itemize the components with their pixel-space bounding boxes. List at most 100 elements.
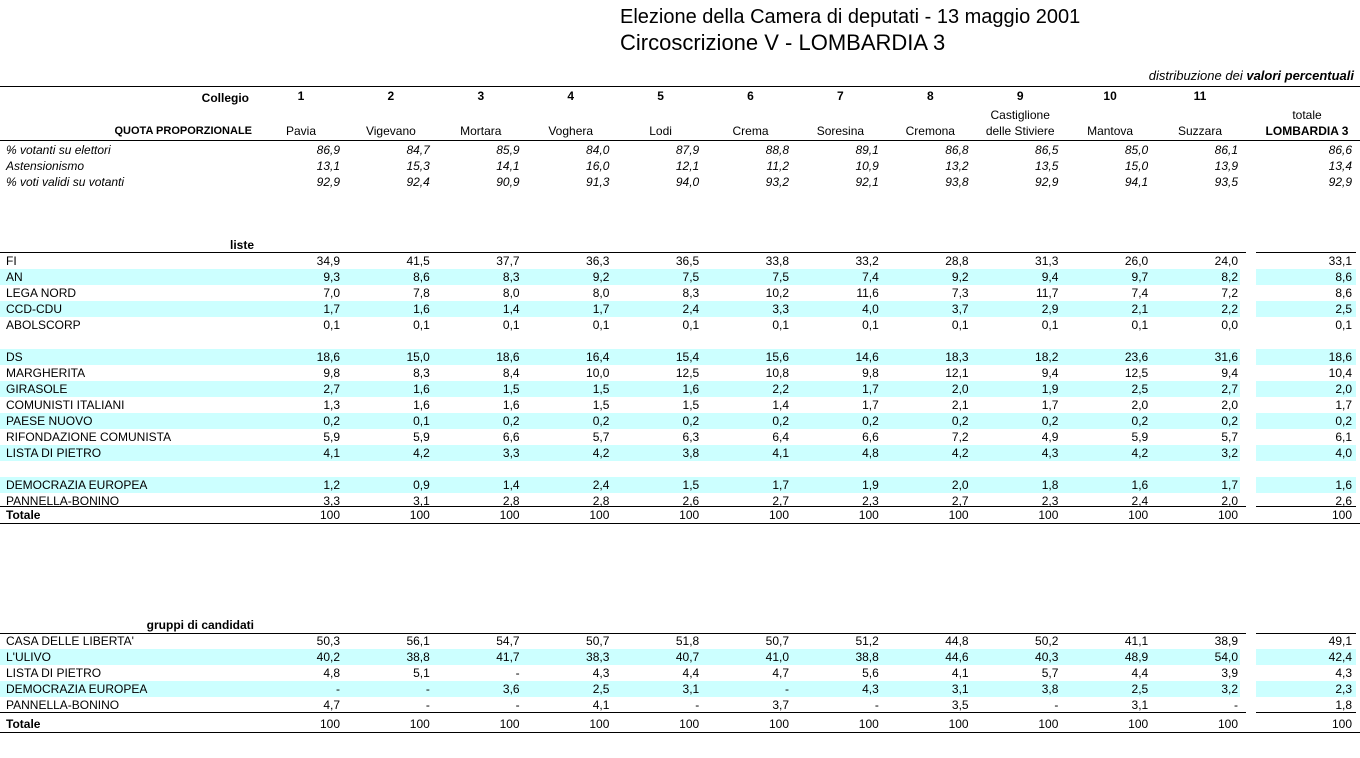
cell: 1,4	[502, 478, 520, 492]
cell: 0,0	[1221, 318, 1238, 332]
cell: 3,7	[772, 698, 789, 712]
cell: 92,9	[1035, 175, 1059, 189]
rule	[0, 252, 1246, 253]
row-label: GIRASOLE	[6, 382, 68, 396]
cell: 1,5	[682, 398, 700, 412]
cell: 1,6	[413, 382, 430, 396]
cell: 1,8	[1041, 478, 1059, 492]
cell: 8,6	[1335, 286, 1352, 300]
cell: 10,0	[586, 366, 610, 380]
row-highlight	[1256, 269, 1356, 285]
cell: 41,7	[496, 650, 520, 664]
cell: 40,3	[1035, 650, 1059, 664]
cell: 2,7	[1221, 382, 1238, 396]
cell: 6,6	[502, 430, 520, 444]
cell: 7,3	[951, 286, 969, 300]
cell: 1,7	[1041, 398, 1059, 412]
cell: 7,2	[1221, 286, 1238, 300]
cell: 85,9	[496, 143, 520, 157]
cell: -	[1234, 698, 1238, 712]
cell: 9,2	[592, 270, 610, 284]
cell: 90,9	[496, 175, 520, 189]
row-label: Totale	[6, 508, 41, 522]
cell: 18,6	[1328, 350, 1352, 364]
row-highlight	[0, 445, 1240, 461]
row-label: RIFONDAZIONE COMUNISTA	[6, 430, 172, 444]
cell: 92,1	[855, 175, 879, 189]
cell: 87,9	[675, 143, 700, 157]
cell: 1,6	[1335, 478, 1352, 492]
cell: 2,6	[1335, 494, 1352, 508]
row-highlight	[0, 477, 1240, 493]
row-highlight	[0, 349, 1240, 365]
cell: 4,1	[592, 698, 610, 712]
cell: 1,7	[862, 398, 879, 412]
cell: 1,9	[1041, 382, 1059, 396]
cell: 2,5	[1131, 382, 1149, 396]
cell: 41,1	[1124, 634, 1149, 648]
column-number: 8	[926, 89, 934, 103]
cell: 1,7	[772, 478, 789, 492]
cell: 100	[768, 508, 789, 522]
cell: 5,7	[592, 430, 610, 444]
cell: 93,2	[765, 175, 789, 189]
cell: 33,2	[855, 254, 879, 268]
column-name: Vigevano	[365, 124, 416, 138]
row-highlight	[0, 681, 1240, 697]
cell: 85,0	[1124, 143, 1149, 157]
cell: 50,3	[316, 634, 340, 648]
section-heading: gruppi di candidati	[146, 618, 254, 632]
cell: 4,1	[323, 446, 340, 460]
cell: 56,1	[406, 634, 430, 648]
cell: 89,1	[855, 143, 879, 157]
cell: 31,6	[1214, 350, 1238, 364]
cell: 4,7	[772, 666, 789, 680]
rule	[1256, 252, 1356, 253]
cell: 16,0	[586, 159, 610, 173]
row-highlight	[1256, 349, 1356, 365]
cell: 4,0	[862, 302, 879, 316]
rule	[1256, 506, 1356, 507]
cell: 3,2	[1221, 682, 1238, 696]
cell: 49,1	[1328, 634, 1352, 648]
cell: 100	[1217, 508, 1238, 522]
cell: 9,2	[951, 270, 969, 284]
cell: 28,8	[945, 254, 969, 268]
cell: 0,2	[1221, 414, 1238, 428]
cell: 4,0	[1335, 446, 1352, 460]
cell: 86,5	[1035, 143, 1059, 157]
cell: 88,8	[765, 143, 789, 157]
cell: 8,0	[592, 286, 610, 300]
cell: 0,1	[592, 318, 610, 332]
cell: 92,4	[406, 175, 430, 189]
cell: 2,0	[1335, 382, 1352, 396]
cell: 8,3	[682, 286, 700, 300]
cell: 16,4	[586, 350, 610, 364]
cell: 8,6	[1335, 270, 1352, 284]
cell: 12,5	[675, 366, 700, 380]
cell: 34,9	[316, 254, 340, 268]
cell: 1,9	[862, 478, 879, 492]
cell: 4,3	[862, 682, 879, 696]
cell: 10,2	[765, 286, 789, 300]
cell: 15,3	[406, 159, 430, 173]
row-label: L'ULIVO	[6, 650, 51, 664]
total-label: totale	[1292, 108, 1322, 122]
column-name: Castiglione delle Stiviere	[985, 108, 1055, 138]
cell: 92,9	[1328, 175, 1352, 189]
cell: 3,3	[323, 494, 340, 508]
cell: 36,5	[675, 254, 700, 268]
cell: 50,2	[1035, 634, 1059, 648]
cell: 84,0	[586, 143, 610, 157]
cell: 38,8	[855, 650, 879, 664]
cell: 4,3	[1335, 666, 1352, 680]
cell: 38,8	[406, 650, 430, 664]
cell: 93,5	[1214, 175, 1238, 189]
cell: 100	[589, 508, 610, 522]
column-number: 6	[747, 89, 754, 103]
cell: 18,6	[316, 350, 340, 364]
section-label: QUOTA PROPORZIONALE	[114, 125, 253, 137]
cell: 3,1	[951, 682, 969, 696]
cell: 4,9	[1041, 430, 1059, 444]
cell: 44,6	[945, 650, 969, 664]
